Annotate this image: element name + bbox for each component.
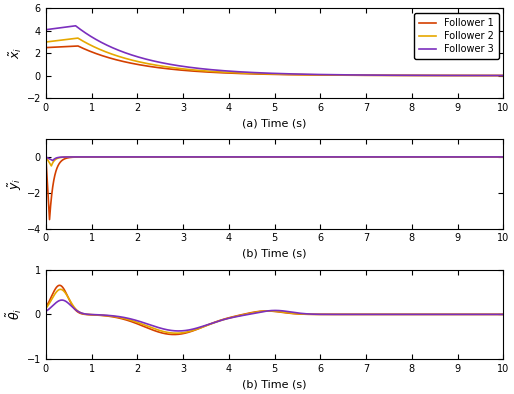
Follower 1 (75, 44, 81, 48)
Follower 1 (491, 73, 498, 78)
Follower 2 (442, 73, 448, 78)
Follower 2 (218, 70, 225, 74)
Line: Follower 2: Follower 2 (46, 38, 503, 76)
Follower 3 (95, 38, 101, 43)
Follower 1 (122, 59, 128, 64)
Follower 1 (442, 73, 448, 78)
Follower 2 (75, 36, 81, 41)
Follower 2 (43, 40, 49, 45)
Y-axis label: $\tilde{\theta}_i$: $\tilde{\theta}_i$ (5, 308, 24, 320)
Follower 2 (95, 46, 101, 51)
Follower 1 (43, 45, 49, 50)
Follower 2 (238, 71, 244, 75)
Follower 3 (500, 73, 506, 78)
Y-axis label: $\tilde{x}_i$: $\tilde{x}_i$ (7, 47, 24, 59)
Follower 2 (122, 56, 128, 61)
Follower 3 (43, 27, 49, 32)
Legend: Follower 1, Follower 2, Follower 3: Follower 1, Follower 2, Follower 3 (414, 13, 499, 59)
X-axis label: (b) Time (s): (b) Time (s) (243, 249, 307, 259)
Follower 3 (442, 73, 448, 78)
Line: Follower 1: Follower 1 (46, 46, 503, 76)
Follower 3 (122, 50, 128, 55)
Follower 3 (238, 70, 244, 74)
Follower 1 (218, 71, 225, 75)
Y-axis label: $\tilde{y}_i$: $\tilde{y}_i$ (6, 178, 24, 190)
Line: Follower 3: Follower 3 (46, 26, 503, 76)
Follower 1 (95, 52, 101, 57)
Follower 3 (218, 68, 225, 73)
X-axis label: (a) Time (s): (a) Time (s) (243, 118, 307, 128)
Follower 3 (72, 23, 79, 28)
X-axis label: (b) Time (s): (b) Time (s) (243, 379, 307, 390)
Follower 1 (500, 73, 506, 78)
Follower 2 (500, 73, 506, 78)
Follower 3 (491, 73, 498, 78)
Follower 1 (238, 71, 244, 76)
Follower 2 (491, 73, 498, 78)
